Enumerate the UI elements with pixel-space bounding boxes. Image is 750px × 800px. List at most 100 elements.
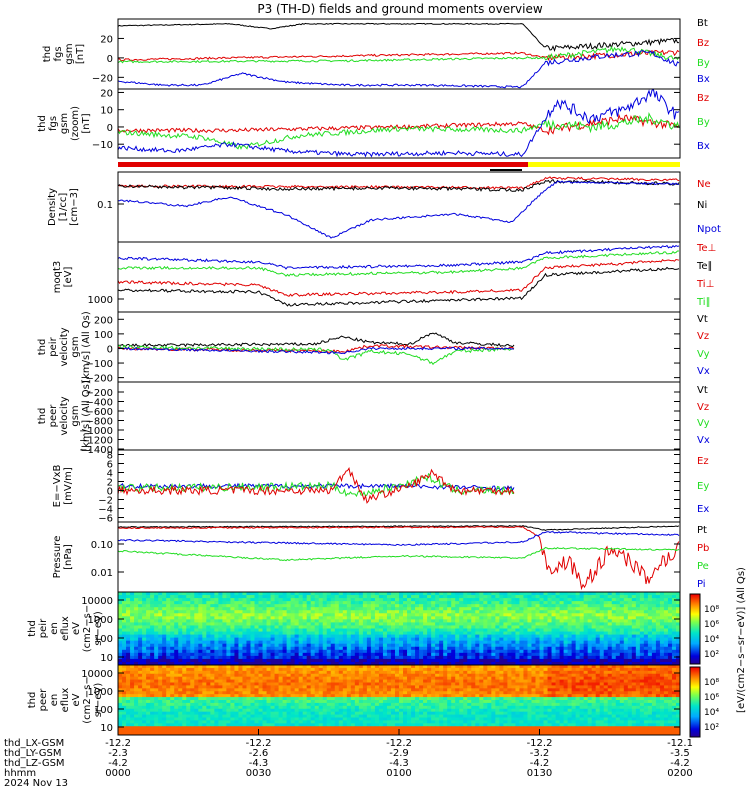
heatmap-cell — [403, 685, 408, 689]
heatmap-cell — [154, 628, 159, 632]
heatmap-cell — [563, 665, 568, 669]
heatmap-cell — [270, 658, 275, 663]
heatmap-cell — [459, 655, 464, 660]
heatmap-cell — [130, 631, 135, 635]
heatmap-cell — [394, 595, 400, 599]
heatmap-cell — [499, 619, 504, 623]
heatmap-cell — [186, 643, 191, 648]
heatmap-cell — [194, 643, 199, 648]
heatmap-cell — [427, 631, 432, 635]
heatmap-cell — [651, 604, 657, 608]
heatmap-cell — [210, 665, 215, 669]
heatmap-cell — [459, 592, 464, 596]
heatmap-cell — [202, 640, 207, 645]
heatmap-cell — [539, 592, 544, 596]
heatmap-cell — [142, 616, 147, 620]
heatmap-cell — [174, 592, 179, 596]
heatmap-cell — [623, 640, 629, 645]
heatmap-cell — [435, 643, 440, 648]
heatmap-cell — [443, 607, 448, 611]
heatmap-cell — [583, 592, 589, 596]
heatmap-cell — [330, 652, 336, 657]
heatmap-cell — [330, 670, 336, 675]
heatmap-cell — [427, 658, 432, 663]
heatmap-cell — [651, 601, 657, 605]
heatmap-cell — [591, 646, 597, 651]
heatmap-cell — [547, 673, 552, 678]
y-axis-label-line: peir — [48, 336, 59, 356]
heatmap-cell — [242, 637, 247, 642]
heatmap-cell — [246, 625, 251, 629]
heatmap-cell — [499, 634, 504, 639]
heatmap-cell — [146, 619, 151, 623]
heatmap-cell — [595, 619, 601, 623]
heatmap-cell — [154, 665, 159, 669]
legend-Vx: Vx — [697, 435, 710, 446]
heatmap-cell — [330, 592, 336, 596]
heatmap-cell — [346, 646, 352, 651]
heatmap-cell — [607, 688, 613, 692]
heatmap-cell — [503, 607, 508, 611]
heatmap-cell — [194, 601, 199, 605]
heatmap-cell — [150, 658, 155, 663]
heatmap-cell — [539, 649, 544, 654]
heatmap-cell — [154, 637, 159, 642]
heatmap-cell — [318, 601, 324, 605]
heatmap-cell — [386, 667, 392, 672]
heatmap-cell — [130, 607, 135, 611]
heatmap-cell — [242, 610, 247, 614]
heatmap-cell — [310, 676, 316, 680]
heatmap-cell — [563, 625, 568, 629]
heatmap-cell — [242, 682, 247, 686]
heatmap-cell — [627, 628, 633, 632]
heatmap-cell — [206, 688, 211, 692]
heatmap-cell — [599, 592, 605, 596]
heatmap-cell — [651, 679, 657, 683]
heatmap-cell — [350, 643, 356, 648]
heatmap-cell — [547, 670, 552, 675]
heatmap-cell — [647, 691, 653, 695]
heatmap-cell — [174, 682, 179, 686]
heatmap-cell — [559, 634, 564, 639]
heatmap-cell — [603, 598, 609, 602]
heatmap-cell — [599, 658, 605, 663]
heatmap-cell — [659, 658, 665, 663]
heatmap-cell — [202, 637, 207, 642]
heatmap-cell — [310, 665, 316, 669]
heatmap-cell — [563, 679, 568, 683]
heatmap-cell — [130, 604, 135, 608]
heatmap-cell — [314, 616, 320, 620]
heatmap-cell — [479, 682, 484, 686]
heatmap-cell — [374, 652, 380, 657]
heatmap-cell — [294, 616, 300, 620]
heatmap-cell — [158, 658, 163, 663]
heatmap-cell — [611, 613, 617, 617]
y-tick-label: −10 — [92, 140, 113, 151]
heatmap-cell — [459, 637, 464, 642]
heatmap-cell — [126, 637, 131, 642]
heatmap-cell — [539, 601, 544, 605]
heatmap-cell — [346, 634, 352, 639]
heatmap-cell — [158, 628, 163, 632]
heatmap-cell — [415, 619, 420, 623]
heatmap-cell — [591, 637, 597, 642]
heatmap-cell — [186, 667, 191, 672]
heatmap-cell — [571, 652, 577, 657]
heatmap-cell — [358, 688, 364, 692]
heatmap-cell — [667, 613, 673, 617]
heatmap-cell — [302, 682, 308, 686]
heatmap-cell — [242, 673, 247, 678]
heatmap-cell — [603, 607, 609, 611]
heatmap-cell — [439, 688, 444, 692]
y-axis-label-line: peir — [38, 618, 49, 638]
heatmap-cell — [619, 682, 625, 686]
heatmap-cell — [607, 658, 613, 663]
heatmap-cell — [150, 652, 155, 657]
heatmap-cell — [330, 661, 336, 665]
heatmap-cell — [511, 628, 516, 632]
heatmap-cell — [675, 628, 680, 632]
heatmap-cell — [423, 610, 428, 614]
heatmap-cell — [382, 622, 388, 626]
heatmap-cell — [575, 679, 581, 683]
heatmap-cell — [483, 622, 488, 626]
